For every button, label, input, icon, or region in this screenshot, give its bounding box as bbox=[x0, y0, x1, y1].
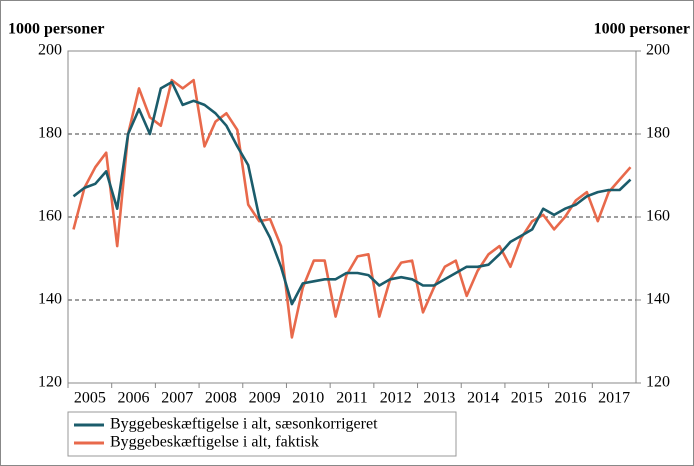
y2-tick-label: 140 bbox=[646, 291, 670, 308]
x-tick-label: 2011 bbox=[336, 390, 367, 407]
y-tick-label: 120 bbox=[38, 374, 62, 391]
y-tick-label: 140 bbox=[38, 291, 62, 308]
x-tick-label: 2005 bbox=[74, 390, 106, 407]
x-tick-label: 2008 bbox=[205, 390, 237, 407]
x-tick-label: 2014 bbox=[467, 390, 499, 407]
series-line bbox=[72, 80, 632, 306]
legend-label: Byggebeskæftigelse i alt, faktisk bbox=[110, 434, 319, 451]
y2-tick-label: 160 bbox=[646, 208, 670, 225]
y2-tick-label: 180 bbox=[646, 125, 670, 142]
y2-tick-label: 200 bbox=[646, 42, 670, 59]
y2-tick-label: 120 bbox=[646, 374, 670, 391]
x-tick-label: 2012 bbox=[380, 390, 412, 407]
y-tick-label: 180 bbox=[38, 125, 62, 142]
legend-box bbox=[67, 411, 457, 457]
x-tick-label: 2006 bbox=[118, 390, 150, 407]
y-axis-label: 1000 personer bbox=[8, 21, 104, 38]
y-tick-label: 200 bbox=[38, 42, 62, 59]
x-tick-label: 2010 bbox=[292, 390, 324, 407]
x-tick-label: 2007 bbox=[161, 390, 193, 407]
plot-frame bbox=[67, 50, 637, 384]
x-tick-label: 2017 bbox=[598, 390, 630, 407]
x-tick-label: 2013 bbox=[423, 390, 455, 407]
legend-label: Byggebeskæftigelse i alt, sæsonkorrigere… bbox=[110, 416, 378, 433]
x-tick-label: 2009 bbox=[249, 390, 281, 407]
y-tick-label: 160 bbox=[38, 208, 62, 225]
y2-axis-label: 1000 personer bbox=[594, 21, 690, 38]
x-tick-label: 2015 bbox=[511, 390, 543, 407]
x-tick-label: 2016 bbox=[554, 390, 586, 407]
